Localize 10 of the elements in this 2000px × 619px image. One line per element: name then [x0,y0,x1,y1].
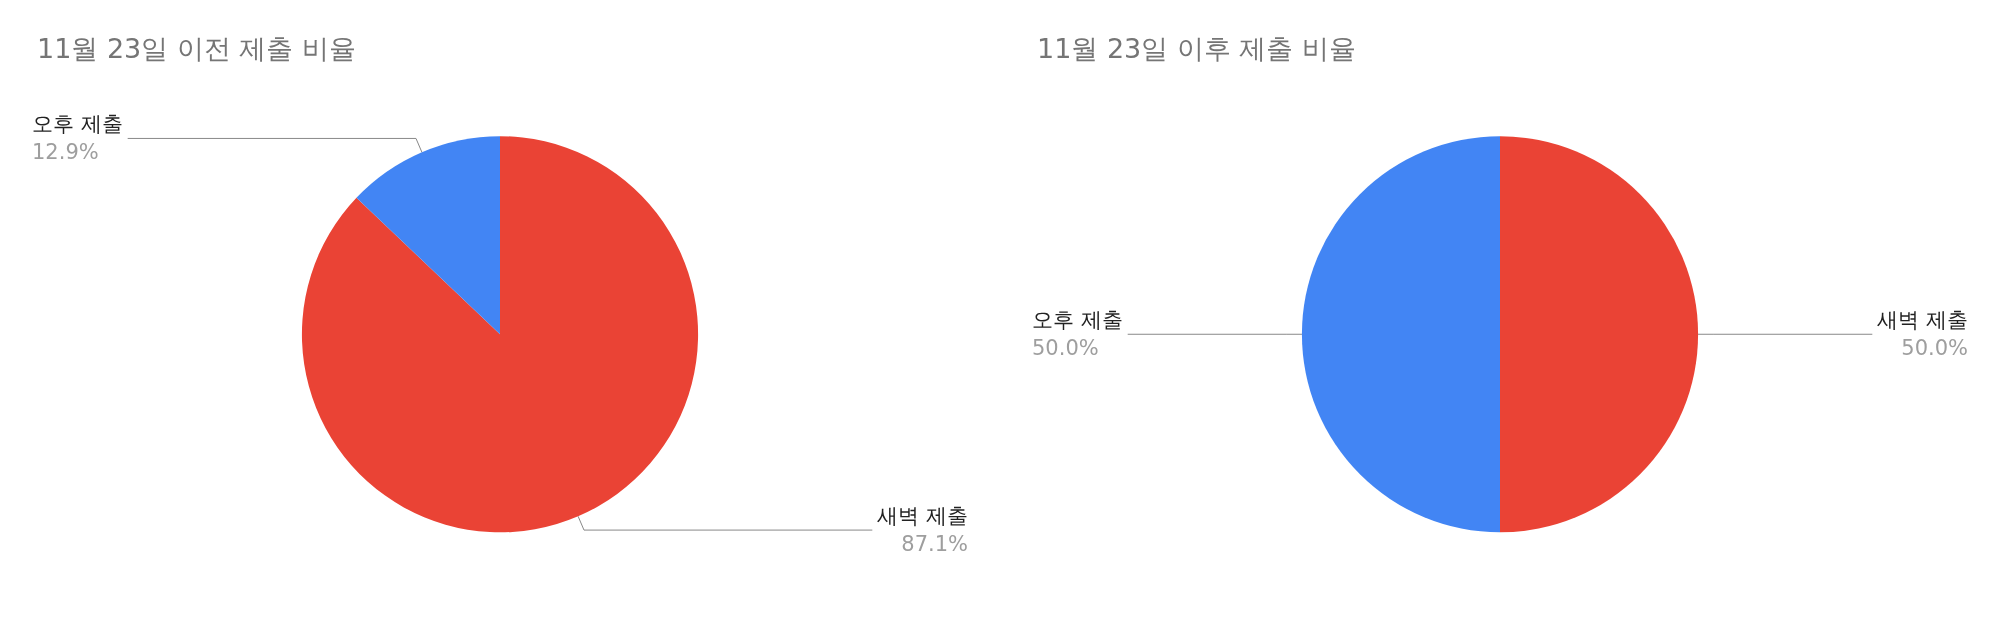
chart-title: 11월 23일 이후 제출 비율 [1037,33,1357,64]
data-label: 87.1% [901,532,968,557]
data-label: 12.9% [32,140,99,165]
data-label: 50.0% [1901,336,1968,361]
data-label: 50.0% [1032,336,1099,361]
slice-label: 오후 제출 [1032,308,1123,333]
slice-label: 오후 제출 [32,112,123,137]
chart-title: 11월 23일 이전 제출 비율 [37,33,357,64]
slice-label: 새벽 제출 [1877,308,1968,333]
slice-label: 새벽 제출 [877,504,968,529]
